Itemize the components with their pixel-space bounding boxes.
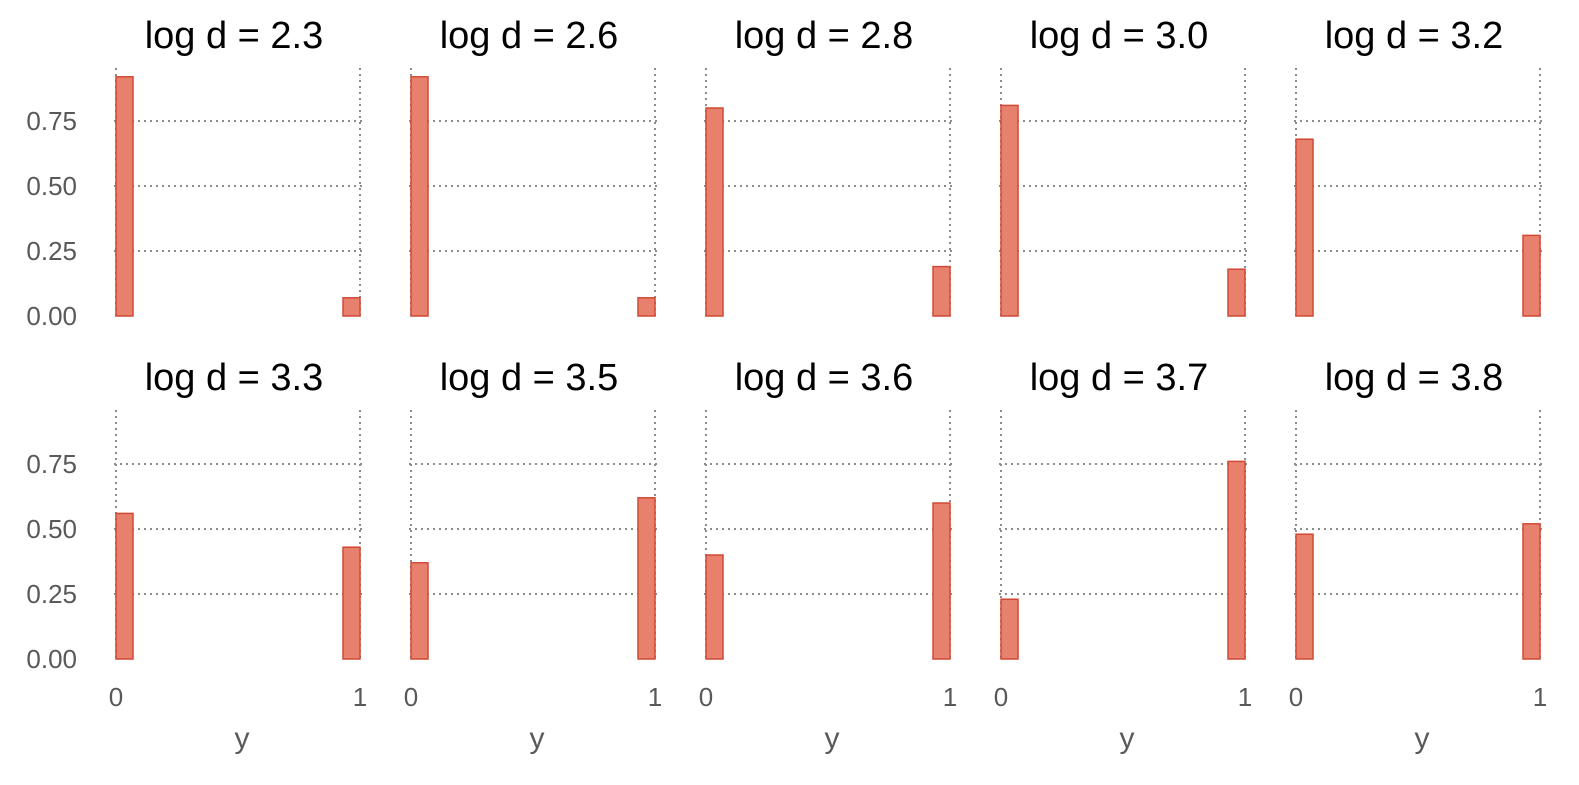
x-tick-label-9-1: 1 bbox=[1533, 682, 1547, 712]
x-tick-label-8-0: 0 bbox=[994, 682, 1008, 712]
y-tick-label-1-3: 0.75 bbox=[26, 449, 77, 479]
y-tick-label-1-0: 0.00 bbox=[26, 644, 77, 674]
x-tick-label-7-1: 1 bbox=[943, 682, 957, 712]
y-tick-label-1-1: 0.25 bbox=[26, 579, 77, 609]
bar-0-0 bbox=[115, 76, 134, 317]
bar-8-1 bbox=[1227, 460, 1246, 660]
y-tick-label-0-3: 0.75 bbox=[26, 106, 77, 136]
x-tick-label-5-1: 1 bbox=[353, 682, 367, 712]
x-tick-label-5-0: 0 bbox=[109, 682, 123, 712]
y-tick-label-0-2: 0.50 bbox=[26, 171, 77, 201]
panel-title-4: log d = 3.2 bbox=[1325, 15, 1504, 57]
panel-title-9: log d = 3.8 bbox=[1325, 357, 1504, 399]
x-axis-title-4: y bbox=[1415, 722, 1430, 755]
x-tick-label-6-0: 0 bbox=[404, 682, 418, 712]
x-tick-label-6-1: 1 bbox=[648, 682, 662, 712]
panel-title-2: log d = 2.8 bbox=[735, 15, 914, 57]
x-axis-title-3: y bbox=[1120, 722, 1135, 755]
bar-6-0 bbox=[410, 562, 429, 660]
bar-1-0 bbox=[410, 76, 429, 317]
panel-title-1: log d = 2.6 bbox=[440, 15, 619, 57]
bar-2-1 bbox=[932, 265, 951, 317]
bar-7-0 bbox=[705, 554, 724, 660]
panel-title-7: log d = 3.6 bbox=[735, 357, 914, 399]
panel-title-0: log d = 2.3 bbox=[145, 15, 324, 57]
y-tick-label-0-1: 0.25 bbox=[26, 236, 77, 266]
bar-4-0 bbox=[1295, 138, 1314, 317]
bar-5-0 bbox=[115, 512, 134, 660]
bar-4-1 bbox=[1522, 234, 1541, 317]
x-tick-label-9-0: 0 bbox=[1289, 682, 1303, 712]
bar-2-0 bbox=[705, 107, 724, 317]
bar-9-1 bbox=[1522, 523, 1541, 660]
bar-0-1 bbox=[342, 297, 361, 317]
x-axis-title-0: y bbox=[235, 722, 250, 755]
bar-8-0 bbox=[1000, 598, 1019, 660]
panel-title-3: log d = 3.0 bbox=[1030, 15, 1209, 57]
x-tick-label-8-1: 1 bbox=[1238, 682, 1252, 712]
x-tick-label-7-0: 0 bbox=[699, 682, 713, 712]
bar-9-0 bbox=[1295, 533, 1314, 660]
bar-7-1 bbox=[932, 502, 951, 660]
bar-3-1 bbox=[1227, 268, 1246, 317]
x-axis-title-2: y bbox=[825, 722, 840, 755]
y-tick-label-0-0: 0.00 bbox=[26, 301, 77, 331]
bar-3-0 bbox=[1000, 104, 1019, 317]
x-axis-title-1: y bbox=[530, 722, 545, 755]
panel-title-6: log d = 3.5 bbox=[440, 357, 619, 399]
panel-title-8: log d = 3.7 bbox=[1030, 357, 1209, 399]
panel-title-5: log d = 3.3 bbox=[145, 357, 324, 399]
bar-5-1 bbox=[342, 546, 361, 660]
bar-6-1 bbox=[637, 497, 656, 660]
y-tick-label-1-2: 0.50 bbox=[26, 514, 77, 544]
bar-1-1 bbox=[637, 297, 656, 317]
